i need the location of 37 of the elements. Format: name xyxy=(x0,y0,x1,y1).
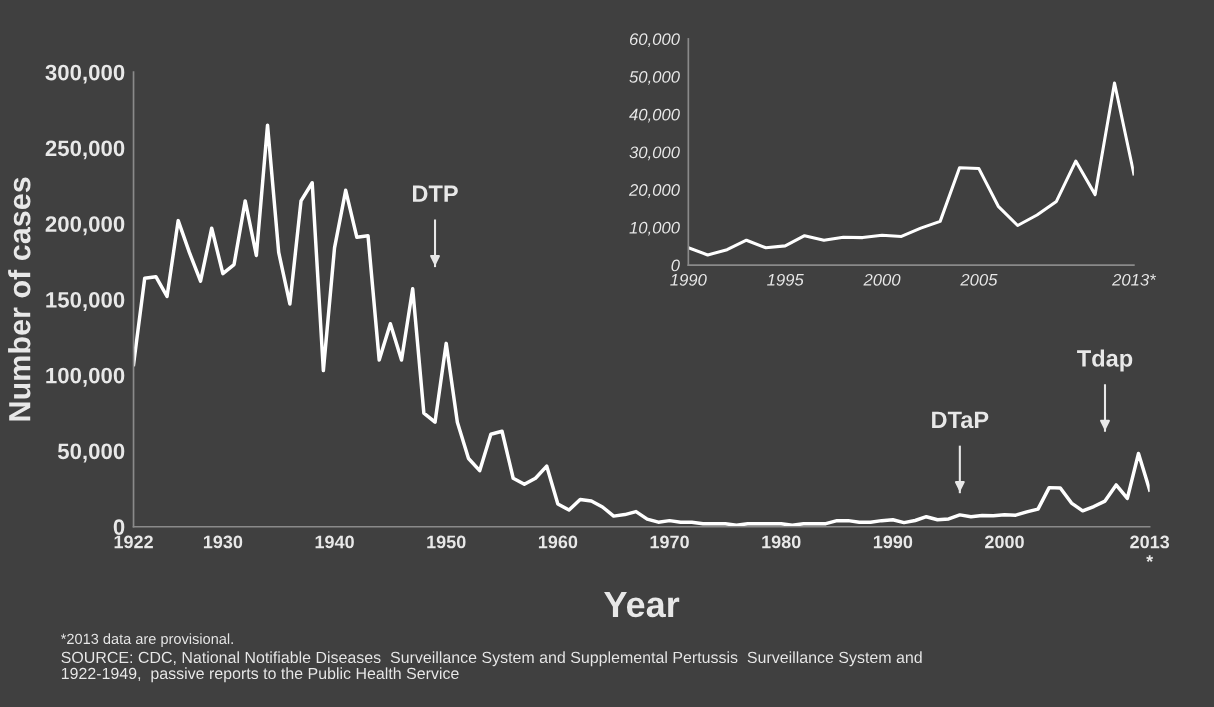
line-series xyxy=(688,81,1134,257)
x-tick-label: 1960 xyxy=(538,535,578,549)
y-tick-label: 150,000 xyxy=(46,291,125,311)
y-tick-label: 20,000 xyxy=(628,184,680,198)
y-tick-label: 100,000 xyxy=(46,367,125,387)
y-tick-label: 50,000 xyxy=(629,70,680,85)
x-tick-label: 1990 xyxy=(670,273,707,286)
y-tick-label: 0 xyxy=(113,519,125,535)
ref-line-label: DTaP xyxy=(932,411,989,429)
source-note: SOURCE: CDC, National Notifiable Diseases Surveillance System and Supplemental Pertussis Surveillance System and 1922-1949, passive reports to the Public Health Service xyxy=(61,651,922,683)
x-tick-label: 1930 xyxy=(203,535,243,549)
y-tick-label: 200,000 xyxy=(45,216,125,236)
text: *2013 data are provisional. xyxy=(60,633,233,647)
y-tick-label: 300,000 xyxy=(45,64,125,84)
ref-line-label: Tdap xyxy=(1077,349,1133,372)
y-tick-label: 30,000 xyxy=(629,146,680,161)
ref-line-label: DTP xyxy=(412,185,458,202)
x-tick-label: 1940 xyxy=(315,535,354,549)
x-tick-label: 1990 xyxy=(873,535,913,549)
y-tick-label: 10,000 xyxy=(629,221,680,236)
y-tick-label: 0 xyxy=(671,259,680,272)
x-tick-label: 2000 xyxy=(863,273,901,286)
y-axis-title: Number of cases xyxy=(8,177,31,421)
x-tick-label: 1922 xyxy=(114,535,153,549)
x-tick-label: 1995 xyxy=(767,273,804,286)
x-tick-label: 2000 xyxy=(985,535,1024,549)
x-tick-label: 1950 xyxy=(427,535,466,549)
x-tick-label: 1970 xyxy=(650,535,689,549)
y-tick-label: 40,000 xyxy=(629,108,680,123)
x-tick-label: 2013 * xyxy=(1130,535,1170,562)
x-tick-label: 2013* xyxy=(1112,273,1157,286)
y-tick-label: 60,000 xyxy=(629,33,680,48)
x-tick-label: 2005 xyxy=(960,273,998,286)
x-axis-title: Year xyxy=(604,592,680,618)
y-tick-label: 250,000 xyxy=(45,140,125,160)
x-tick-label: 1980 xyxy=(762,535,801,549)
y-tick-label: 50,000 xyxy=(57,443,125,463)
